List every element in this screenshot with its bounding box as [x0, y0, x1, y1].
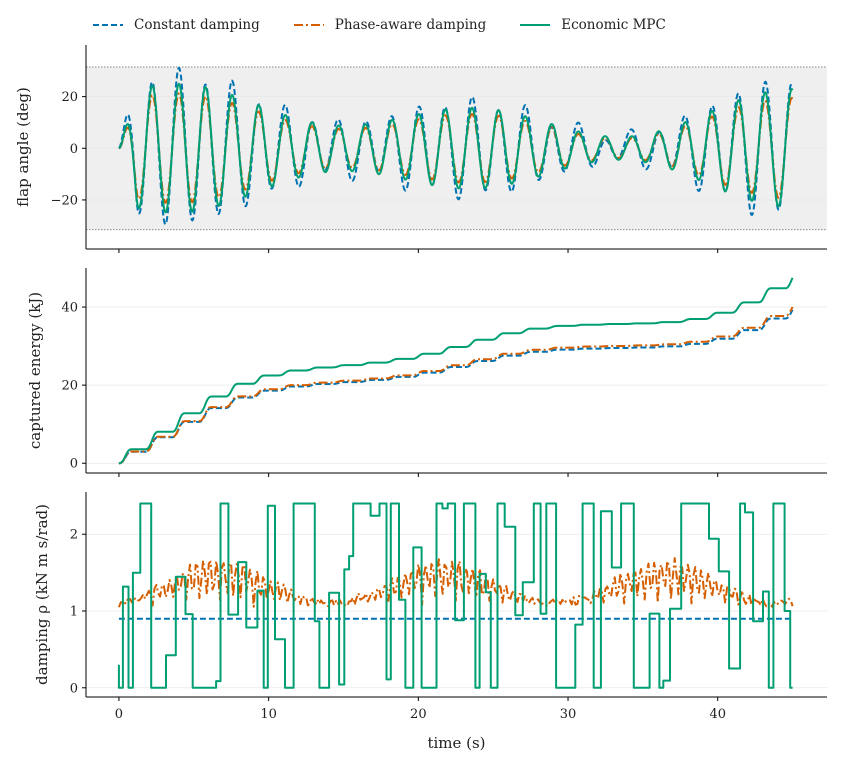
- y-axis-label: captured energy (kJ): [26, 292, 44, 449]
- series-group: [117, 502, 794, 689]
- series-group: [118, 66, 794, 226]
- legend: Constant damping Phase-aware damping Eco…: [92, 17, 699, 33]
- series-line-1: [118, 309, 794, 465]
- x-tick-label: 20: [410, 707, 427, 722]
- series-line-1: [118, 66, 794, 226]
- y-tick-label: 1: [70, 605, 78, 620]
- series-line-2: [118, 92, 794, 204]
- y-axis-label: damping ρ (kN m s/rad): [33, 504, 51, 685]
- series-line-3: [117, 502, 793, 689]
- y-tick-label: 0: [70, 457, 78, 472]
- y-tick-label: 40: [61, 301, 78, 316]
- legend-swatch-mpc: [520, 24, 551, 26]
- y-tick-label: 0: [70, 681, 78, 696]
- y-tick-label: 2: [70, 528, 78, 543]
- y-tick-label: −20: [51, 193, 78, 208]
- y-tick-label: 20: [61, 379, 78, 394]
- x-tick-label: 40: [709, 707, 726, 722]
- legend-label-constant: Constant damping: [134, 17, 260, 33]
- legend-label-phase-aware: Phase-aware damping: [334, 17, 487, 33]
- x-axis-label: time (s): [427, 734, 485, 752]
- panel-2: 0 20 40 captured energy (kJ): [26, 268, 827, 477]
- y-tick-label: 0: [70, 142, 78, 157]
- x-tick-label: 0: [115, 707, 123, 722]
- legend-item-mpc: Economic MPC: [519, 17, 666, 33]
- legend-item-constant: Constant damping: [92, 17, 260, 33]
- y-axis-label: flap angle (deg): [14, 87, 32, 207]
- legend-item-phase-aware: Phase-aware damping: [293, 17, 486, 33]
- legend-swatch-phase-aware: [293, 24, 324, 26]
- series-line-3: [118, 82, 794, 214]
- series-line-3: [118, 277, 794, 465]
- legend-label-mpc: Economic MPC: [561, 17, 666, 33]
- series-group: [118, 277, 794, 465]
- x-tick-label: 30: [560, 707, 577, 722]
- panel-1: −20 0 20 flap angle (deg): [14, 45, 827, 253]
- legend-swatch-constant: [93, 24, 123, 26]
- series-line-2: [118, 306, 794, 465]
- y-tick-label: 20: [61, 90, 78, 105]
- x-tick-label: 10: [260, 707, 277, 722]
